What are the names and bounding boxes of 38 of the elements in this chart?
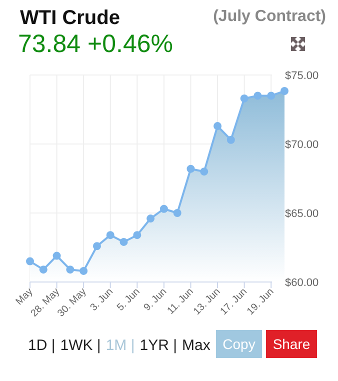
point (26, 257, 34, 266)
y-tick-label: $70.00 (285, 139, 319, 151)
point (106, 231, 114, 240)
x-tick-label: 5. Jun (115, 286, 142, 314)
point (226, 136, 235, 144)
chart-subtitle: (July Contract) (213, 8, 326, 25)
x-tick-label: 3. Jun (88, 286, 116, 314)
point (52, 252, 61, 260)
text: Max (182, 337, 210, 354)
point (200, 168, 208, 176)
y-tick-label: $60.00 (285, 277, 319, 289)
point (92, 242, 101, 250)
chart-title: WTI Crude (20, 7, 120, 29)
point (280, 87, 288, 96)
point (39, 266, 48, 274)
text: 73.84 +0.46% (18, 30, 173, 58)
x-tick-label: 19. Jun (245, 286, 276, 318)
text: Share (266, 330, 317, 358)
text: 1WK | (60, 337, 101, 354)
text: 1D | (28, 337, 56, 354)
y-tick-label: $65.00 (285, 208, 319, 220)
y-tick-label: $75.00 (285, 70, 319, 82)
point (214, 122, 222, 130)
point (146, 214, 155, 223)
x-tick-label: May (14, 286, 36, 308)
point (66, 266, 74, 274)
point (267, 92, 276, 100)
point (240, 94, 248, 102)
point (160, 204, 168, 213)
point (120, 238, 128, 246)
point (173, 209, 182, 217)
point (80, 266, 88, 275)
point (186, 164, 195, 173)
text: Copy (216, 330, 262, 358)
text: 1YR | (140, 337, 177, 354)
text: 1M | (106, 337, 135, 354)
point (254, 92, 262, 100)
point (133, 231, 142, 240)
